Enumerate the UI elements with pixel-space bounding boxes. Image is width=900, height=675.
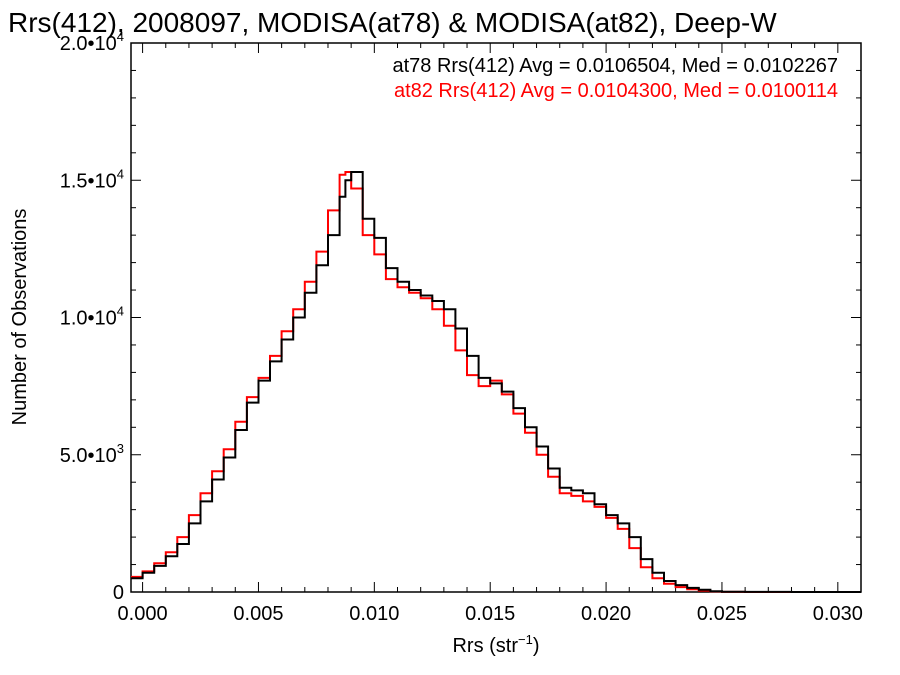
series-group xyxy=(131,171,861,593)
x-axis-label-close: ) xyxy=(533,635,540,657)
x-axis-label: Rrs (str−1) xyxy=(452,632,539,657)
y-tick-labels: 0 5.0•103 1.0•104 1.5•104 2.0•104 xyxy=(60,29,124,604)
y-tick-label-1: 5.0•103 xyxy=(60,441,124,467)
x-tick-label-4: 0.020 xyxy=(581,603,631,625)
series-line-at82 xyxy=(131,171,861,593)
x-tick-label-0: 0.000 xyxy=(118,603,168,625)
x-tick-labels: 0.000 0.005 0.010 0.015 0.020 0.025 0.030 xyxy=(118,603,863,625)
y-axis-label: Number of Observations xyxy=(9,209,31,426)
legend-entry-at82: at82 Rrs(412) Avg = 0.0104300, Med = 0.0… xyxy=(394,80,838,102)
x-axis-label-main: Rrs (str xyxy=(452,635,518,657)
chart-title: Rrs(412), 2008097, MODISA(at78) & MODISA… xyxy=(8,7,777,38)
y-tick-label-4: 2.0•104 xyxy=(60,29,124,55)
y-tick-label-0: 0 xyxy=(113,582,124,604)
x-axis-label-sup: −1 xyxy=(518,632,533,647)
legend-entry-at78: at78 Rrs(412) Avg = 0.0106504, Med = 0.0… xyxy=(392,55,838,77)
axis-ticks xyxy=(131,42,862,593)
plot-frame xyxy=(130,42,862,593)
x-tick-label-2: 0.010 xyxy=(349,603,399,625)
y-tick-label-3: 1.5•104 xyxy=(60,166,124,192)
x-tick-label-5: 0.025 xyxy=(697,603,747,625)
x-tick-label-3: 0.015 xyxy=(465,603,515,625)
x-tick-label-6: 0.030 xyxy=(813,603,863,625)
series-line-at78 xyxy=(131,171,861,593)
x-tick-label-1: 0.005 xyxy=(233,603,283,625)
y-tick-label-2: 1.0•104 xyxy=(60,304,124,330)
